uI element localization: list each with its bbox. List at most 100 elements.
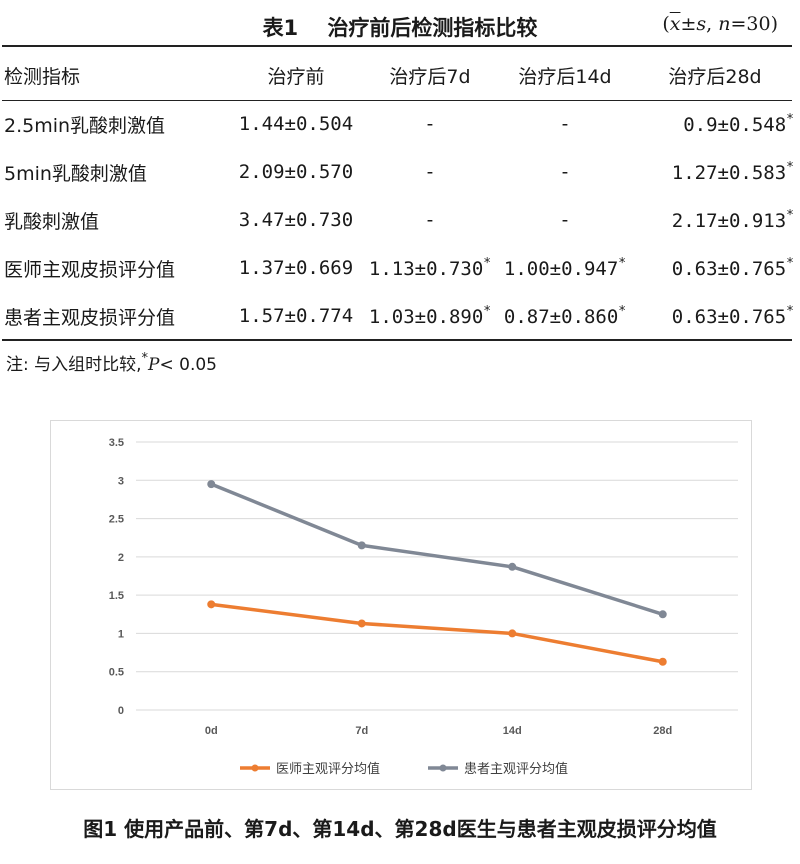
table-header-row: 检测指标 治疗前 治疗后7d 治疗后14d 治疗后28d: [4, 50, 794, 100]
x-tick-label: 0d: [205, 725, 218, 737]
data-point: [508, 629, 517, 638]
table-row: 医师主观皮损评分值 1.37±0.669 1.13±0.730* 1.00±0.947…: [4, 244, 794, 292]
table-cell: 0.63±0.765*: [636, 244, 794, 292]
legend-label: 医师主观评分均值: [276, 761, 380, 777]
header-14d: 治疗后14d: [518, 65, 612, 88]
table-cell: 1.44±0.504: [226, 100, 366, 148]
data-point: [508, 562, 517, 571]
cell-value: 1.03±0.890: [368, 306, 484, 328]
table-label: 表1: [262, 16, 299, 40]
table-row: 2.5min乳酸刺激值 1.44±0.504 - - 0.9±0.548*: [4, 100, 794, 148]
cell-value: 0.63±0.765: [671, 258, 787, 280]
cell-value: -: [559, 209, 571, 231]
data-point: [658, 610, 667, 619]
significance-mark: *: [786, 256, 794, 271]
table-header-rule: [2, 100, 792, 101]
table-row: 患者主观皮损评分值 1.57±0.774 1.03±0.890* 0.87±0.860…: [4, 292, 794, 340]
cell-value: -: [424, 113, 436, 135]
cell-value: 0.87±0.860: [503, 306, 619, 328]
data-point: [658, 657, 667, 666]
legend-marker: [439, 764, 447, 772]
table-cell: 1.37±0.669: [226, 244, 366, 292]
cell-value: 3.47±0.730: [238, 209, 354, 231]
significance-mark: *: [618, 256, 627, 271]
x-tick-label: 14d: [503, 725, 522, 737]
row-label: 患者主观皮损评分值: [4, 306, 176, 329]
table-cell: 3.47±0.730: [226, 196, 366, 244]
row-label: 5min乳酸刺激值: [4, 162, 147, 185]
table-row: 乳酸刺激值 3.47±0.730 - - 2.17±0.913*: [4, 196, 794, 244]
cell-value: 0.63±0.765: [671, 306, 787, 328]
table-caption: 表1 治疗前后检测指标比较 (x±s, n=30): [0, 6, 800, 42]
table-cell: -: [366, 196, 494, 244]
row-label: 2.5min乳酸刺激值: [4, 114, 166, 137]
cell-value: 0.9±0.548: [683, 114, 787, 136]
cell-value: -: [424, 161, 436, 183]
cell-value: -: [424, 209, 436, 231]
y-tick-label: 0: [118, 705, 124, 717]
data-point: [357, 619, 366, 628]
data-point: [357, 541, 366, 550]
table-cell: -: [366, 148, 494, 196]
y-tick-label: 1.5: [109, 590, 124, 602]
x-tick-label: 28d: [653, 725, 672, 737]
table-top-rule: [2, 45, 792, 47]
series-line: [211, 602, 664, 664]
figure-caption: 图1 使用产品前、第7d、第14d、第28d医生与患者主观皮损评分均值: [83, 817, 717, 841]
cell-value: -: [559, 161, 571, 183]
cell-value: 1.44±0.504: [238, 113, 354, 135]
data-point: [207, 600, 216, 609]
significance-mark: *: [786, 112, 794, 127]
cell-value: -: [559, 113, 571, 135]
table-cell: 1.13±0.730*: [366, 244, 494, 292]
table-cell: 2.09±0.570: [226, 148, 366, 196]
y-tick-label: 0.5: [109, 667, 124, 679]
table-cell: -: [494, 100, 636, 148]
cell-value: 1.13±0.730: [368, 258, 484, 280]
y-tick-label: 3.5: [109, 437, 124, 449]
table-cell: 1.27±0.583*: [636, 148, 794, 196]
table-cell: 1.03±0.890*: [366, 292, 494, 340]
header-indicator: 检测指标: [4, 65, 81, 88]
significance-mark: *: [786, 304, 794, 319]
table-cell: 0.63±0.765*: [636, 292, 794, 340]
cell-value: 1.37±0.669: [238, 257, 354, 279]
row-label: 医师主观皮损评分值: [4, 258, 176, 281]
cell-value: 1.27±0.583: [671, 162, 787, 184]
table-note: 注: 与入组时比较,*P< 0.05: [6, 351, 217, 375]
data-point: [207, 480, 216, 489]
table-title: 表1 治疗前后检测指标比较: [0, 12, 800, 42]
table-cell: -: [494, 196, 636, 244]
series-line: [210, 482, 664, 616]
y-tick-label: 2.5: [109, 514, 124, 526]
cell-value: 2.09±0.570: [238, 161, 354, 183]
legend-marker: [251, 764, 259, 772]
significance-mark: *: [483, 256, 492, 271]
table-row: 5min乳酸刺激值 2.09±0.570 - - 1.27±0.583*: [4, 148, 794, 196]
table-cell: -: [494, 148, 636, 196]
row-label: 乳酸刺激值: [4, 210, 100, 233]
y-tick-label: 3: [118, 475, 124, 487]
header-7d: 治疗后7d: [389, 65, 471, 88]
table-cell: 0.87±0.860*: [494, 292, 636, 340]
line-chart: 0 0.5 1 1.5 2 2.5 3 3.5 0d 7d 14d 28d 医师主观评分均值 患者主观评分…: [109, 437, 738, 777]
cell-value: 2.17±0.913: [671, 210, 787, 232]
header-28d: 治疗后28d: [668, 65, 762, 88]
table-title-text: 治疗前后检测指标比较: [327, 16, 538, 40]
table-bottom-rule: [2, 339, 792, 341]
significance-mark: *: [483, 304, 492, 319]
y-tick-label: 2: [118, 552, 124, 564]
table-cell: 1.00±0.947*: [494, 244, 636, 292]
table-body: 2.5min乳酸刺激值 1.44±0.504- -0.9±0.548* 5min乳酸刺…: [4, 100, 794, 340]
table-stat-format: (x±s, n=30): [662, 13, 778, 35]
cell-value: 1.00±0.947: [503, 258, 619, 280]
comparison-table: 检测指标 治疗前 治疗后7d 治疗后14d 治疗后28d 2.5min乳酸刺激值…: [4, 50, 794, 340]
legend-label: 患者主观评分均值: [464, 761, 568, 777]
x-tick-label: 7d: [355, 725, 368, 737]
header-before: 治疗前: [267, 65, 325, 88]
cell-value: 1.57±0.774: [238, 305, 354, 327]
y-tick-label: 1: [118, 628, 124, 640]
significance-mark: *: [786, 160, 794, 175]
table-cell: 1.57±0.774: [226, 292, 366, 340]
significance-mark: *: [786, 208, 794, 223]
